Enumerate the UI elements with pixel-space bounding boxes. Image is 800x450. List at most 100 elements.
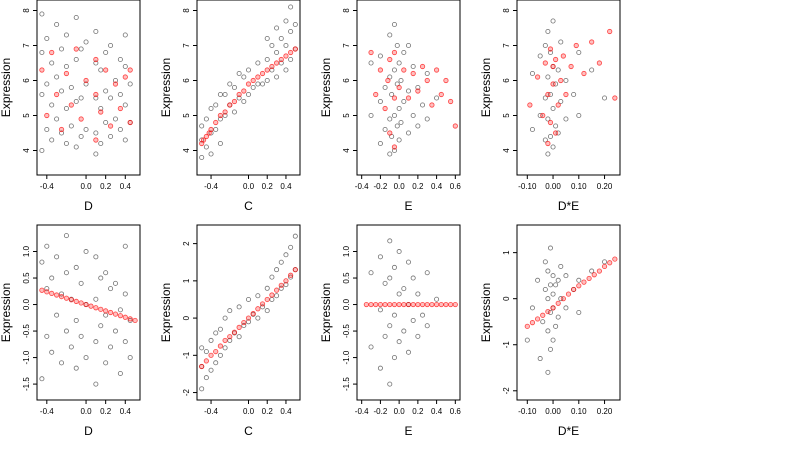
observed-point — [98, 323, 104, 329]
fitted-point — [555, 300, 561, 306]
fitted-point — [288, 272, 294, 278]
observed-point — [368, 113, 374, 119]
observed-point — [54, 116, 60, 122]
fitted-point — [283, 278, 289, 284]
observed-point — [424, 270, 430, 276]
observed-point — [410, 317, 416, 323]
observed-point — [213, 127, 219, 133]
observed-point — [410, 113, 416, 119]
fitted-point — [542, 60, 548, 66]
observed-point — [391, 355, 397, 361]
observed-point — [563, 273, 569, 279]
fitted-point — [534, 316, 541, 322]
observed-point — [553, 123, 559, 129]
observed-point — [269, 274, 275, 280]
observed-point — [83, 39, 89, 45]
x-tick-label: -0.4 — [204, 407, 218, 416]
observed-point — [231, 85, 237, 91]
observed-point — [424, 323, 430, 329]
x-tick-label: -0.4 — [355, 407, 369, 416]
fitted-point — [54, 292, 60, 298]
observed-point — [558, 296, 564, 302]
panel-3: -0.4 -0.2 0.0 0.2 0.4 0.6 4 5 6 7 8 E Expression — [319, 0, 461, 213]
fitted-point — [222, 109, 228, 115]
fitted-point — [217, 112, 224, 119]
fitted-point — [527, 102, 533, 108]
observed-point — [396, 137, 402, 143]
observed-point — [59, 88, 65, 94]
fitted-point — [368, 49, 374, 56]
fitted-point — [93, 56, 99, 63]
observed-point — [415, 333, 421, 339]
observed-point — [424, 116, 430, 122]
observed-point — [217, 92, 223, 98]
observed-point — [122, 339, 128, 345]
x-tick-label: 0.0 — [80, 407, 92, 416]
fitted-point — [553, 56, 559, 63]
observed-point — [199, 137, 205, 143]
panel-8: -0.10 0.00 0.10 0.20 -2 -1 0 1 D*E Expression — [479, 224, 621, 438]
fitted-point — [231, 329, 238, 335]
y-axis-label: Expression — [159, 58, 173, 117]
fitted-point — [607, 28, 613, 35]
observed-point — [398, 78, 404, 84]
y-tick-label: 8 — [502, 8, 511, 13]
observed-point — [44, 36, 50, 42]
observed-point — [545, 151, 551, 157]
y-axis-label: Expression — [159, 283, 173, 342]
fitted-point — [73, 46, 79, 52]
fitted-point — [200, 137, 207, 143]
observed-point — [203, 144, 209, 150]
x-tick-label: 0.6 — [450, 407, 462, 416]
observed-point — [542, 286, 548, 292]
observed-point — [550, 144, 556, 150]
observed-point — [54, 74, 60, 80]
fitted-point — [122, 314, 128, 320]
observed-point — [117, 92, 123, 98]
fitted-point — [278, 282, 284, 288]
plot-frame — [36, 224, 141, 401]
observed-point — [264, 36, 270, 42]
observed-point — [405, 349, 411, 355]
y-tick-label: -1.5 — [22, 377, 31, 391]
x-tick-label: 0.0 — [394, 182, 406, 191]
observed-point — [103, 120, 109, 126]
observed-point — [553, 282, 559, 288]
fitted-point — [448, 301, 454, 308]
x-tick-label: 0.4 — [120, 182, 132, 191]
fitted-point — [581, 70, 587, 77]
fitted-point — [203, 358, 209, 364]
fitted-point — [217, 343, 224, 349]
observed-point — [405, 43, 411, 49]
observed-point — [39, 11, 45, 17]
observed-point — [288, 28, 294, 34]
observed-point — [537, 53, 543, 59]
observed-point — [117, 370, 123, 376]
fitted-point — [278, 56, 284, 63]
fitted-point — [250, 311, 256, 317]
fitted-point — [98, 109, 104, 115]
fitted-point — [107, 309, 114, 316]
observed-point — [558, 263, 564, 269]
observed-point — [255, 60, 261, 66]
observed-point — [410, 275, 416, 281]
observed-point — [93, 339, 99, 345]
fitted-point — [112, 81, 119, 87]
y-axis-label: Expression — [319, 283, 333, 342]
x-tick-label: 0.00 — [545, 182, 561, 191]
observed-point — [563, 305, 569, 311]
observed-point — [545, 74, 551, 80]
fitted-point — [58, 293, 65, 300]
observed-point — [415, 123, 421, 129]
observed-point — [391, 113, 397, 119]
observed-point — [288, 57, 294, 63]
fitted-point — [259, 301, 266, 307]
observed-point — [112, 78, 118, 84]
observed-point — [54, 21, 60, 27]
fitted-point — [368, 301, 374, 308]
observed-point — [103, 50, 109, 56]
observed-point — [264, 285, 270, 291]
fitted-point — [292, 267, 298, 273]
observed-point — [529, 71, 535, 77]
x-axis-label: D — [84, 199, 93, 213]
